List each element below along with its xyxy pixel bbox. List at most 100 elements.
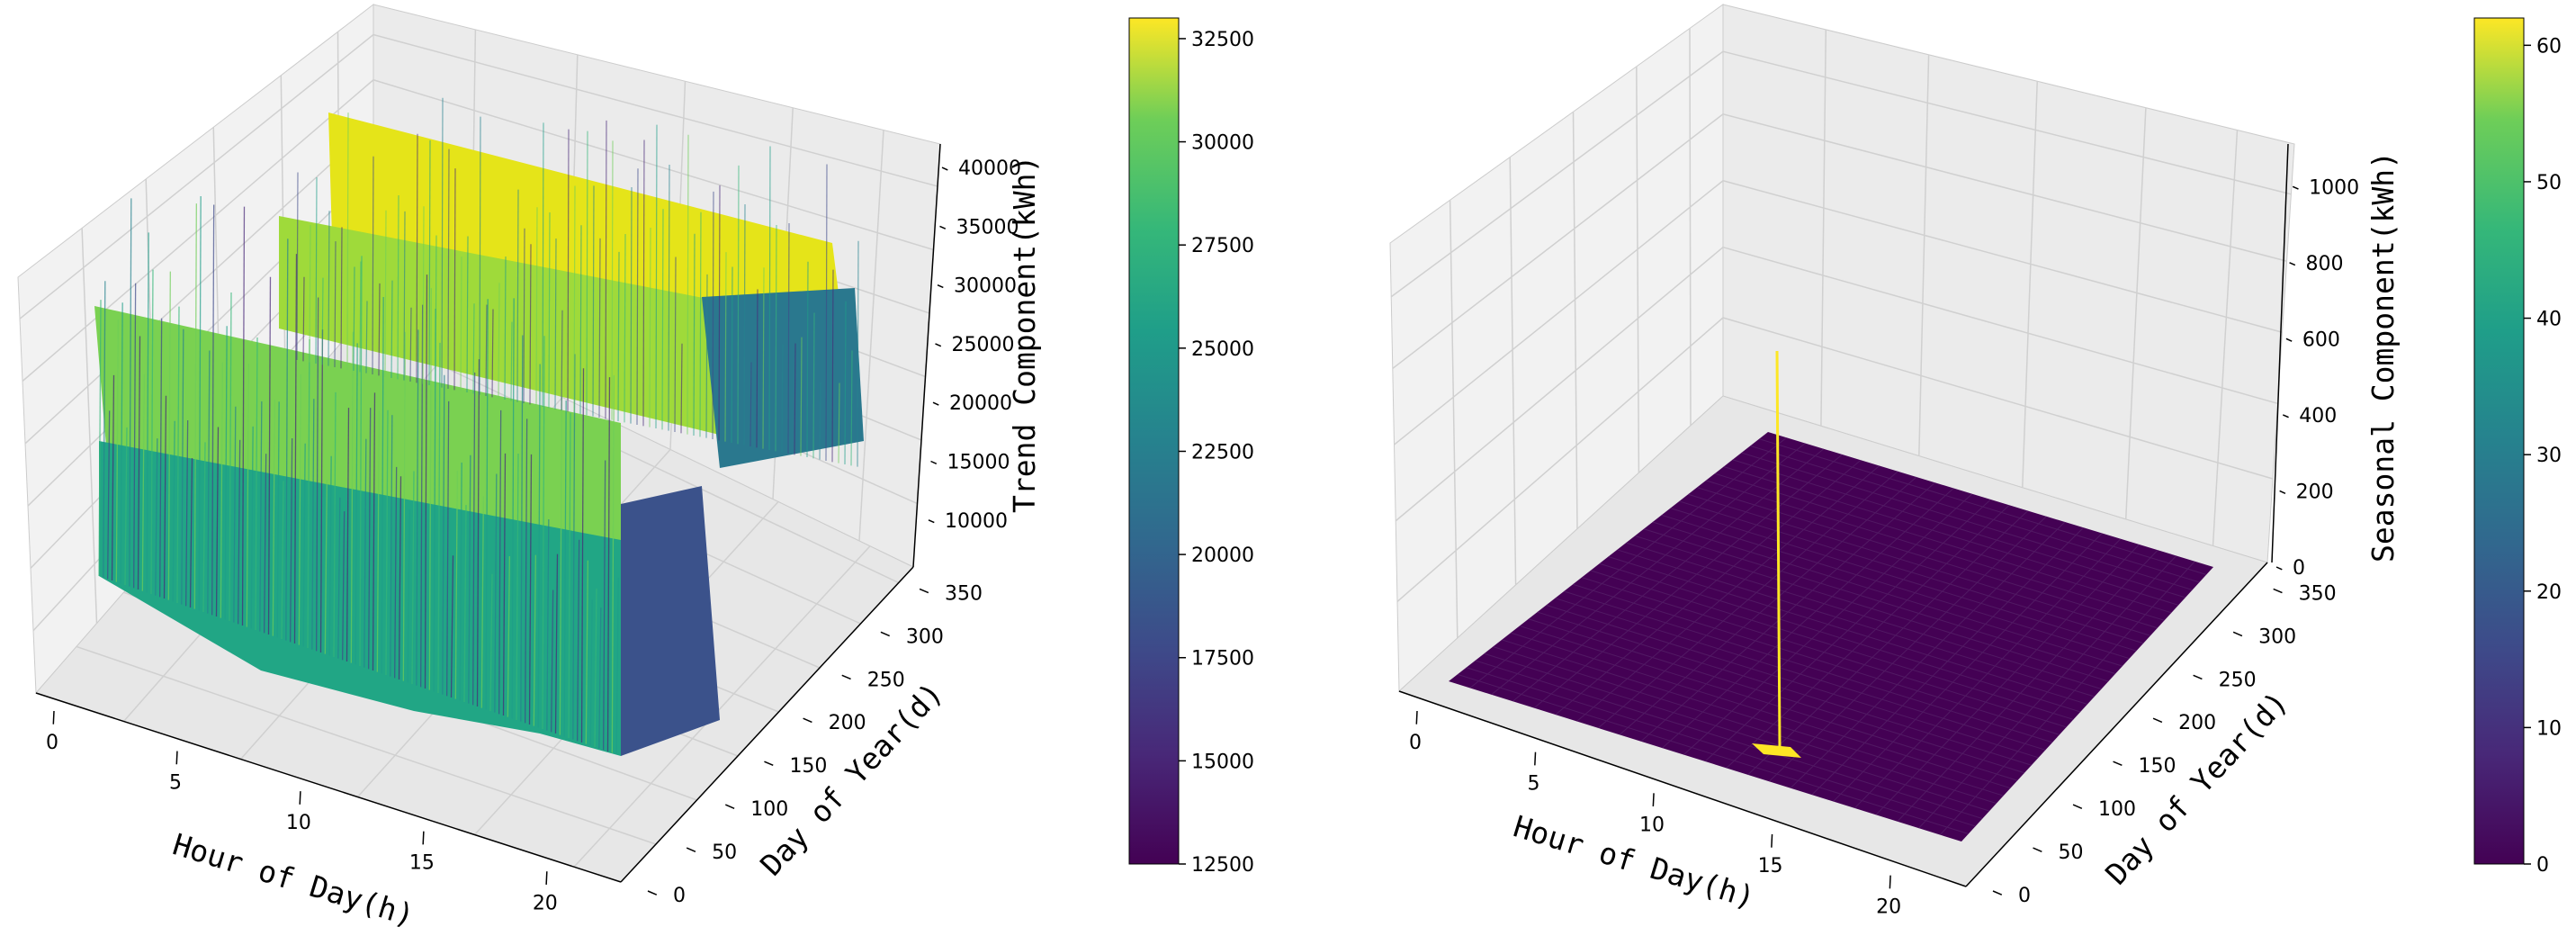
- surface-spike: [693, 233, 696, 436]
- z-axis-label: Trend Component(kWh): [1007, 156, 1042, 513]
- left-pane-grid-line: [19, 33, 374, 320]
- surface-spike: [724, 252, 727, 442]
- surface-spike: [831, 269, 834, 463]
- seasonal-spike: [1775, 350, 1782, 750]
- surface-spike: [781, 344, 784, 453]
- z-axis-tick-mark: [2292, 185, 2299, 190]
- x-axis-tick-label: 20: [1876, 896, 1901, 919]
- surface-spike: [353, 266, 355, 372]
- left-pane-grid-line: [1390, 50, 1724, 298]
- z-axis-tick-label: 35000: [956, 216, 1019, 238]
- z-axis-tick-label: 25000: [952, 334, 1015, 356]
- surface-mesh-line: [1758, 438, 2207, 575]
- surface-mesh-line: [1652, 521, 2123, 667]
- surface-mesh-line: [1510, 632, 2011, 789]
- surface-spike: [181, 328, 184, 605]
- surface-spike: [107, 410, 111, 580]
- z-axis-tick-mark: [2279, 490, 2286, 494]
- surface-spike: [528, 454, 533, 725]
- surface-spike: [598, 238, 601, 418]
- x-axis-label: Hour of Day(h): [169, 826, 418, 933]
- surface-mesh-line: [1502, 639, 2004, 796]
- y-axis-tick-mark: [919, 588, 929, 594]
- surface-mesh-line: [1750, 445, 2200, 583]
- y-axis-tick-label: 50: [712, 842, 737, 864]
- z-axis-tick-label: 400: [2299, 405, 2337, 428]
- y-axis-tick-mark: [803, 717, 812, 724]
- surface-mesh-line: [1661, 514, 2130, 660]
- surface-spike: [825, 164, 828, 462]
- y-axis-tick-label: 300: [2258, 626, 2296, 648]
- surface-spike: [533, 554, 536, 726]
- y-axis-tick-label: 300: [906, 626, 944, 648]
- surface-spike: [743, 203, 746, 446]
- y-axis-tick-mark: [2232, 631, 2243, 637]
- surface-spike: [450, 555, 454, 698]
- left-pane-grid-line: [1572, 112, 1578, 529]
- surface-spike: [350, 331, 354, 663]
- y-axis-tick-label: 200: [2178, 712, 2216, 734]
- y-axis-tick-mark: [2193, 674, 2203, 680]
- surface-spike: [504, 256, 507, 400]
- surface-spike: [577, 539, 580, 742]
- surface-spike: [737, 165, 740, 445]
- z-axis-tick-label: 1000: [2309, 176, 2359, 199]
- surface-spike: [568, 412, 571, 739]
- surface-spike: [422, 206, 425, 384]
- surface-mesh-line: [1741, 452, 2193, 590]
- y-axis-tick-mark: [1992, 890, 2003, 896]
- surface-spike: [276, 401, 280, 638]
- surface-spike: [485, 304, 488, 397]
- surface-spike: [523, 228, 525, 404]
- z-axis-line: [912, 143, 941, 568]
- surface-spike: [636, 168, 639, 426]
- surface-mesh-line: [1679, 500, 2144, 644]
- surface-spike: [762, 267, 765, 449]
- surface-spike: [554, 554, 559, 734]
- surface-spike: [598, 607, 602, 749]
- surface-spike: [573, 185, 576, 413]
- surface-spike: [630, 186, 633, 424]
- surface-spike: [806, 261, 809, 458]
- surface-spike: [255, 337, 258, 631]
- z-axis-tick-mark: [2275, 566, 2283, 571]
- surface-spike: [542, 336, 545, 730]
- surface-spike: [202, 442, 206, 613]
- surface-spike: [296, 172, 299, 361]
- surface-spike: [146, 232, 149, 593]
- surface-spike: [334, 241, 337, 368]
- surface-spike: [563, 400, 567, 737]
- surface-spike: [124, 427, 128, 586]
- x-axis-ticks: 0 5 10 15 20: [46, 710, 558, 914]
- surface-mesh-line: [1475, 660, 1983, 820]
- surface-mesh-line: [1519, 625, 2018, 781]
- x-axis-tick-label: 0: [46, 732, 58, 754]
- surface-spike: [319, 329, 324, 653]
- surface-spike: [315, 177, 318, 364]
- surface-spike: [264, 454, 267, 634]
- surface-spike: [215, 427, 220, 617]
- back-pane-grid-line: [1722, 317, 2274, 480]
- surface-mesh-line: [1705, 480, 2165, 621]
- surface-spike: [416, 329, 419, 686]
- surface-spike: [787, 223, 790, 454]
- surface-spike: [241, 206, 246, 626]
- surface-spike: [298, 374, 301, 645]
- surface-spike: [498, 283, 500, 399]
- surface-spike: [150, 269, 154, 595]
- back-pane-grid-line: [2212, 130, 2239, 546]
- colorbar-tick-label: 12500: [1191, 854, 1254, 877]
- surface-spike: [103, 281, 106, 578]
- x-axis-tick-mark: [1415, 710, 1418, 724]
- x-axis-tick-label: 15: [409, 852, 435, 875]
- surface-spike: [442, 374, 445, 695]
- left-pane-grid-line: [24, 124, 374, 445]
- x-axis-tick-label: 0: [1409, 732, 1422, 754]
- y-axis-tick-label: 50: [2059, 842, 2084, 864]
- x-axis-tick-mark: [1771, 833, 1773, 848]
- surface-spike: [328, 455, 332, 656]
- surface-spike: [376, 410, 380, 672]
- surface-spike: [491, 309, 494, 398]
- surface-spike: [394, 466, 398, 679]
